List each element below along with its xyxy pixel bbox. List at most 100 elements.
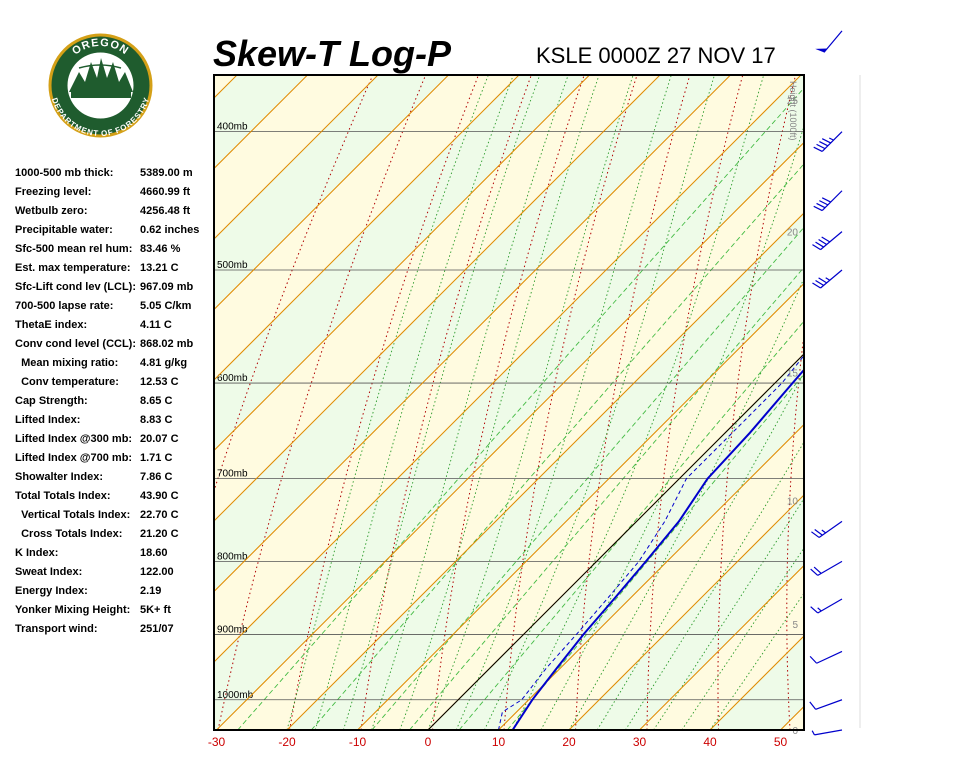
index-label: Wetbulb zero: bbox=[15, 205, 88, 217]
height-tick-label: 0 bbox=[792, 726, 798, 737]
mixing-ratio-line bbox=[237, 87, 804, 730]
pressure-tick-label: 1000mb bbox=[217, 690, 254, 701]
index-value: 8.65 C bbox=[140, 395, 173, 407]
wind-barb-feather bbox=[811, 531, 820, 538]
index-value: 5K+ ft bbox=[140, 604, 171, 616]
station-time-label: KSLE 0000Z 27 NOV 17 bbox=[536, 43, 776, 68]
wind-barb-feather bbox=[812, 282, 821, 289]
index-label: K Index: bbox=[15, 547, 59, 559]
wind-barb-feather bbox=[821, 236, 831, 243]
dry-adiabat-line bbox=[854, 0, 960, 730]
wind-barb-feather bbox=[809, 655, 818, 664]
cloud-icon bbox=[78, 64, 122, 69]
wind-barb-feather bbox=[815, 279, 824, 286]
wind-barb-feather bbox=[821, 197, 831, 203]
moist-adiabat-line bbox=[483, 75, 715, 730]
height-tick-label: 10 bbox=[787, 496, 799, 507]
index-value: 0.62 inches bbox=[140, 224, 200, 236]
wind-barb-staff bbox=[814, 729, 843, 736]
index-label: Transport wind: bbox=[15, 623, 98, 635]
pressure-tick-label: 400mb bbox=[217, 122, 248, 133]
index-value: 2.19 bbox=[140, 585, 162, 597]
mixing-ratio-line bbox=[506, 373, 804, 730]
wind-barb bbox=[813, 190, 843, 212]
wind-barb-staff bbox=[821, 190, 843, 211]
wind-barb-feather bbox=[818, 239, 827, 246]
index-value: 4.81 g/kg bbox=[140, 357, 188, 369]
wind-barb-feather bbox=[809, 701, 817, 710]
wind-barb bbox=[810, 598, 843, 614]
isotherm-line bbox=[498, 423, 804, 730]
wind-barb bbox=[813, 131, 843, 152]
wind-barb-half-feather bbox=[829, 137, 834, 141]
index-value: 5389.00 m bbox=[140, 167, 193, 179]
moist-adiabat-line bbox=[342, 75, 541, 730]
wind-barb-feather bbox=[819, 141, 829, 147]
index-label: Mean mixing ratio: bbox=[15, 357, 119, 369]
isotherm-line bbox=[780, 705, 804, 730]
height-axis-label: Height (1000ft) bbox=[788, 81, 798, 141]
wind-barb-feather bbox=[819, 200, 829, 206]
index-label: Showalter Index: bbox=[15, 471, 104, 483]
x-tick-label: -30 bbox=[208, 735, 226, 749]
wind-barb-feather bbox=[814, 529, 823, 536]
isotherm-line bbox=[286, 212, 804, 730]
temperature-line bbox=[511, 368, 804, 730]
index-label: ThetaE index: bbox=[15, 319, 88, 331]
oregon-forestry-logo: OREGON DEPARTMENT OF FORESTRY bbox=[48, 33, 153, 138]
index-value: 7.86 C bbox=[140, 471, 173, 483]
mixing-ratio-line bbox=[371, 226, 804, 730]
wind-barb bbox=[812, 269, 843, 289]
x-axis-ticks: -30 -20 -10 0 10 20 30 40 50 bbox=[208, 735, 788, 749]
index-value: 251/07 bbox=[140, 623, 174, 635]
wind-barb-feather bbox=[813, 205, 823, 212]
page-title: Skew-T Log-P bbox=[213, 33, 452, 74]
wind-barb bbox=[811, 520, 843, 538]
wind-barb bbox=[815, 30, 843, 53]
index-label: Conv temperature: bbox=[15, 376, 119, 388]
wind-barb-feather bbox=[816, 143, 826, 150]
wind-barb bbox=[811, 729, 843, 736]
wind-barb-pennant bbox=[815, 48, 828, 53]
dry-adiabat-line bbox=[717, 75, 797, 730]
index-label: Sfc-Lift cond lev (LCL): bbox=[15, 281, 136, 293]
x-tick-label: 0 bbox=[425, 735, 432, 749]
tree-icon bbox=[69, 58, 133, 92]
isotherm-line bbox=[851, 0, 960, 730]
index-value: 22.70 C bbox=[140, 509, 179, 521]
moist-adiabat-line bbox=[625, 441, 804, 730]
dry-adiabat-line bbox=[646, 75, 744, 730]
wind-barb bbox=[812, 231, 843, 251]
index-label: Vertical Totals Index: bbox=[15, 509, 131, 521]
sounding-series bbox=[498, 354, 804, 730]
index-label: Yonker Mixing Height: bbox=[15, 604, 131, 616]
x-tick-label: 40 bbox=[703, 735, 717, 749]
index-label: Freezing level: bbox=[15, 186, 92, 198]
wind-barb-feather bbox=[812, 244, 821, 251]
index-value: 12.53 C bbox=[140, 376, 179, 388]
index-label: Cap Strength: bbox=[15, 395, 88, 407]
wind-barb bbox=[809, 699, 843, 710]
wind-barb-staff bbox=[817, 598, 843, 614]
ground-icon bbox=[71, 92, 131, 98]
pressure-tick-label: 800mb bbox=[217, 551, 248, 562]
temperature-band bbox=[214, 75, 804, 730]
index-value: 1.71 C bbox=[140, 452, 173, 464]
wind-barb-feather bbox=[818, 277, 827, 284]
wind-barb-half-feather bbox=[825, 277, 831, 281]
pressure-tick-label: 600mb bbox=[217, 373, 248, 384]
pressure-tick-label: 700mb bbox=[217, 469, 248, 480]
x-tick-label: 30 bbox=[633, 735, 647, 749]
wind-barb-staff bbox=[818, 520, 843, 538]
wind-barb-half-feather bbox=[817, 607, 822, 612]
zero-isotherm-line bbox=[427, 353, 804, 730]
moist-adiabat-line bbox=[371, 75, 569, 730]
index-value: 8.83 C bbox=[140, 414, 173, 426]
index-label: Lifted Index: bbox=[15, 414, 81, 426]
wind-barb-feather bbox=[813, 146, 823, 152]
wind-barb-half-feather bbox=[821, 529, 826, 534]
dry-adiabat-line bbox=[503, 75, 638, 730]
wind-barb-feather bbox=[810, 606, 819, 614]
wind-barb bbox=[809, 650, 843, 664]
